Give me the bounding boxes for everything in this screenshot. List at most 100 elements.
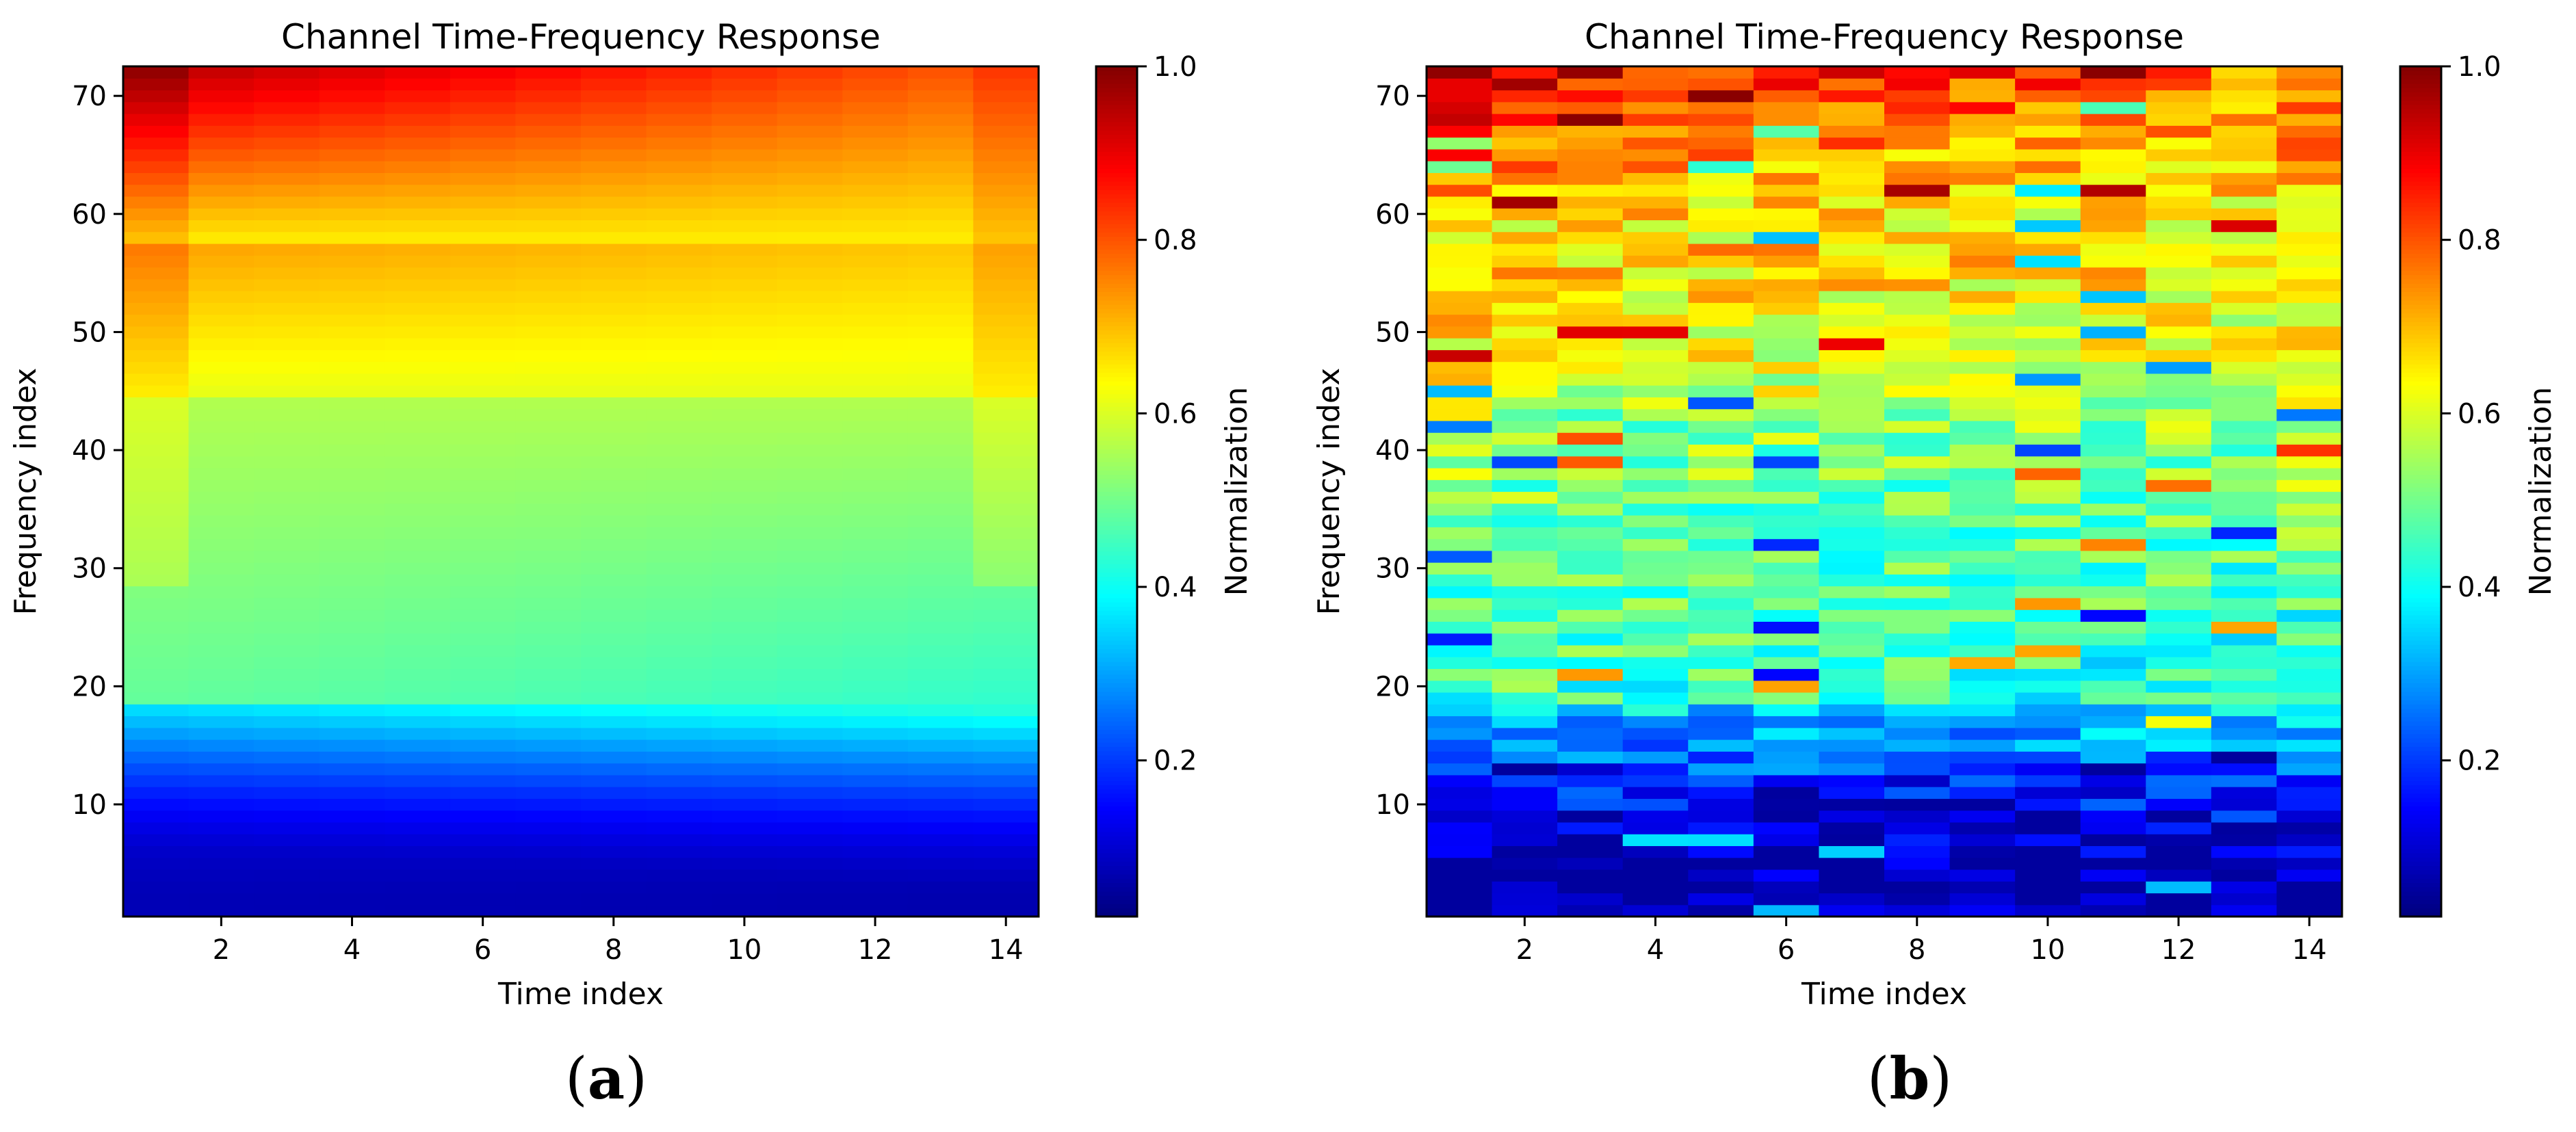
- heatmap-cell: [1753, 869, 1820, 882]
- heatmap-cell: [2080, 881, 2146, 894]
- heatmap-cell: [319, 90, 385, 103]
- heatmap-cell: [712, 727, 778, 740]
- heatmap-cell: [2080, 338, 2146, 350]
- heatmap-cell: [515, 208, 582, 221]
- heatmap-cell: [1557, 904, 1624, 917]
- heatmap-cell: [712, 255, 778, 268]
- heatmap-cell: [581, 196, 647, 209]
- heatmap-cell: [1492, 184, 1558, 197]
- heatmap-cell: [2211, 704, 2278, 717]
- heatmap-cell: [2080, 196, 2146, 209]
- heatmap-cell: [1949, 255, 2016, 268]
- heatmap-cell: [2080, 373, 2146, 386]
- heatmap-cell: [2015, 267, 2081, 280]
- colorbar-segment: [2400, 440, 2441, 445]
- heatmap-cell: [1557, 763, 1624, 776]
- heatmap-cell: [2211, 196, 2278, 209]
- heatmap-cell: [777, 845, 843, 858]
- heatmap-cell: [1557, 338, 1624, 350]
- heatmap-cell: [1557, 751, 1624, 764]
- heatmap-cell: [2015, 893, 2081, 906]
- heatmap-cell: [2211, 515, 2278, 527]
- heatmap-cell: [1819, 338, 1885, 350]
- heatmap-cell: [2146, 243, 2212, 256]
- heatmap-cell: [319, 385, 385, 397]
- heatmap-cell: [1753, 644, 1820, 657]
- heatmap-cell: [515, 774, 582, 787]
- heatmap-cell: [1753, 291, 1820, 303]
- heatmap-cell: [1492, 609, 1558, 622]
- heatmap-cell: [450, 385, 517, 397]
- heatmap-cell: [2015, 101, 2081, 114]
- heatmap-cell: [254, 479, 320, 492]
- heatmap-cell: [973, 881, 1039, 894]
- heatmap-cell: [319, 904, 385, 917]
- heatmap-cell: [777, 267, 843, 280]
- heatmap-cell: [2015, 774, 2081, 787]
- heatmap-cell: [842, 291, 909, 303]
- heatmap-cell: [1819, 798, 1885, 811]
- colorbar-segment: [1096, 253, 1137, 259]
- colorbar-segment: [1096, 266, 1137, 272]
- colorbar-segment: [1096, 886, 1137, 892]
- heatmap-cell: [712, 278, 778, 291]
- heatmap-cell: [1949, 125, 2016, 138]
- heatmap-cell: [2080, 774, 2146, 787]
- colorbar-segment: [1096, 478, 1137, 484]
- colorbar-segment: [1096, 750, 1137, 756]
- colorbar-segment: [1096, 581, 1137, 585]
- heatmap-cell: [1492, 692, 1558, 705]
- heatmap-cell: [712, 385, 778, 397]
- heatmap-cell: [2211, 585, 2278, 598]
- heatmap-cell: [973, 172, 1039, 185]
- heatmap-cell: [515, 503, 582, 516]
- heatmap-cell: [646, 302, 712, 315]
- colorbar-segment: [2400, 232, 2441, 237]
- heatmap-cell: [646, 66, 712, 79]
- heatmap-cell: [712, 704, 778, 717]
- colorbar-segment: [1096, 504, 1137, 510]
- heatmap-cell: [842, 727, 909, 740]
- heatmap-cell: [1427, 350, 1493, 363]
- colorbar-segment: [2400, 300, 2441, 305]
- colorbar-segment: [2400, 113, 2441, 118]
- colorbar-segment: [2400, 117, 2441, 122]
- heatmap-cell: [1884, 161, 1951, 173]
- colorbar-segment: [2400, 521, 2441, 526]
- heatmap-cell: [777, 585, 843, 598]
- heatmap-cell: [842, 326, 909, 339]
- heatmap-cell: [2276, 562, 2343, 575]
- heatmap-cell: [842, 397, 909, 410]
- heatmap-cell: [1949, 408, 2016, 421]
- heatmap-cell: [1492, 467, 1558, 480]
- heatmap-cell: [450, 278, 517, 291]
- heatmap-cell: [842, 704, 909, 717]
- heatmap-cell: [1819, 538, 1885, 551]
- heatmap-cell: [1819, 172, 1885, 185]
- colorbar-segment: [1096, 772, 1137, 777]
- heatmap-cell: [254, 787, 320, 799]
- heatmap-cell: [1492, 161, 1558, 173]
- heatmap-cell: [1492, 763, 1558, 776]
- heatmap-cell: [842, 597, 909, 610]
- heatmap-cell: [1688, 893, 1754, 906]
- y-tick-label: 60: [1375, 199, 1410, 231]
- heatmap-cell: [1884, 763, 1951, 776]
- heatmap-cell: [2015, 255, 2081, 268]
- heatmap-cell: [1819, 161, 1885, 173]
- heatmap-cell: [450, 373, 517, 386]
- heatmap-cell: [1688, 243, 1754, 256]
- heatmap-cell: [973, 350, 1039, 363]
- heatmap-cell: [973, 385, 1039, 397]
- heatmap-cell: [2276, 798, 2343, 811]
- heatmap-cell: [1622, 479, 1689, 492]
- heatmap-cell: [842, 255, 909, 268]
- heatmap-cell: [515, 621, 582, 634]
- colorbar-segment: [2400, 499, 2441, 505]
- heatmap-cell: [1753, 220, 1820, 233]
- heatmap-cell: [907, 278, 974, 291]
- heatmap-cell: [2211, 845, 2278, 858]
- heatmap-cell: [1753, 633, 1820, 646]
- colorbar-segment: [1096, 754, 1137, 760]
- heatmap-cell: [1427, 881, 1493, 894]
